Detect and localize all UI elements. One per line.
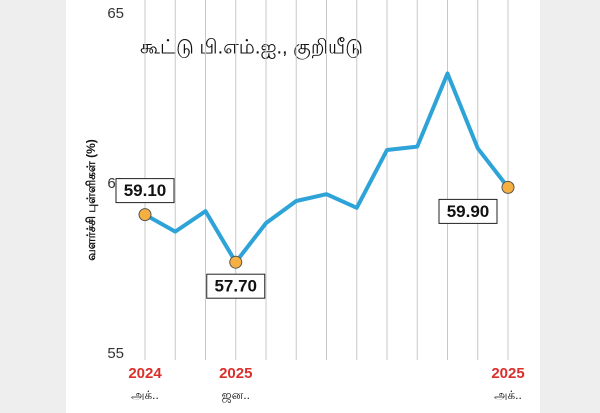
value-label-box — [438, 198, 498, 224]
marker — [501, 180, 515, 194]
x-tick-label: ஜன.. — [222, 388, 250, 403]
x-tick-year: 2025 — [491, 365, 524, 382]
chart-title: கூட்டு பி.எம்.ஐ., குறியீடு — [140, 36, 363, 59]
y-axis-label: வளர்ச்சி புள்ளிகள் (%) — [84, 139, 98, 260]
y-tick-label: 55 — [107, 345, 124, 362]
marker — [229, 255, 243, 269]
line — [144, 71, 510, 265]
y-tick-label: 65 — [107, 5, 124, 22]
value-label: 59.10 — [124, 181, 167, 200]
x-tick-label: அக்.. — [494, 388, 522, 402]
x-tick-label: அக்.. — [131, 388, 159, 402]
value-label-box — [206, 273, 266, 299]
value-label-box — [115, 178, 175, 204]
x-tick-year: 2024 — [128, 365, 162, 382]
x-tick-year: 2025 — [219, 365, 252, 382]
value-label: 57.70 — [214, 277, 257, 296]
value-label: 59.90 — [447, 202, 490, 221]
marker — [138, 208, 152, 222]
